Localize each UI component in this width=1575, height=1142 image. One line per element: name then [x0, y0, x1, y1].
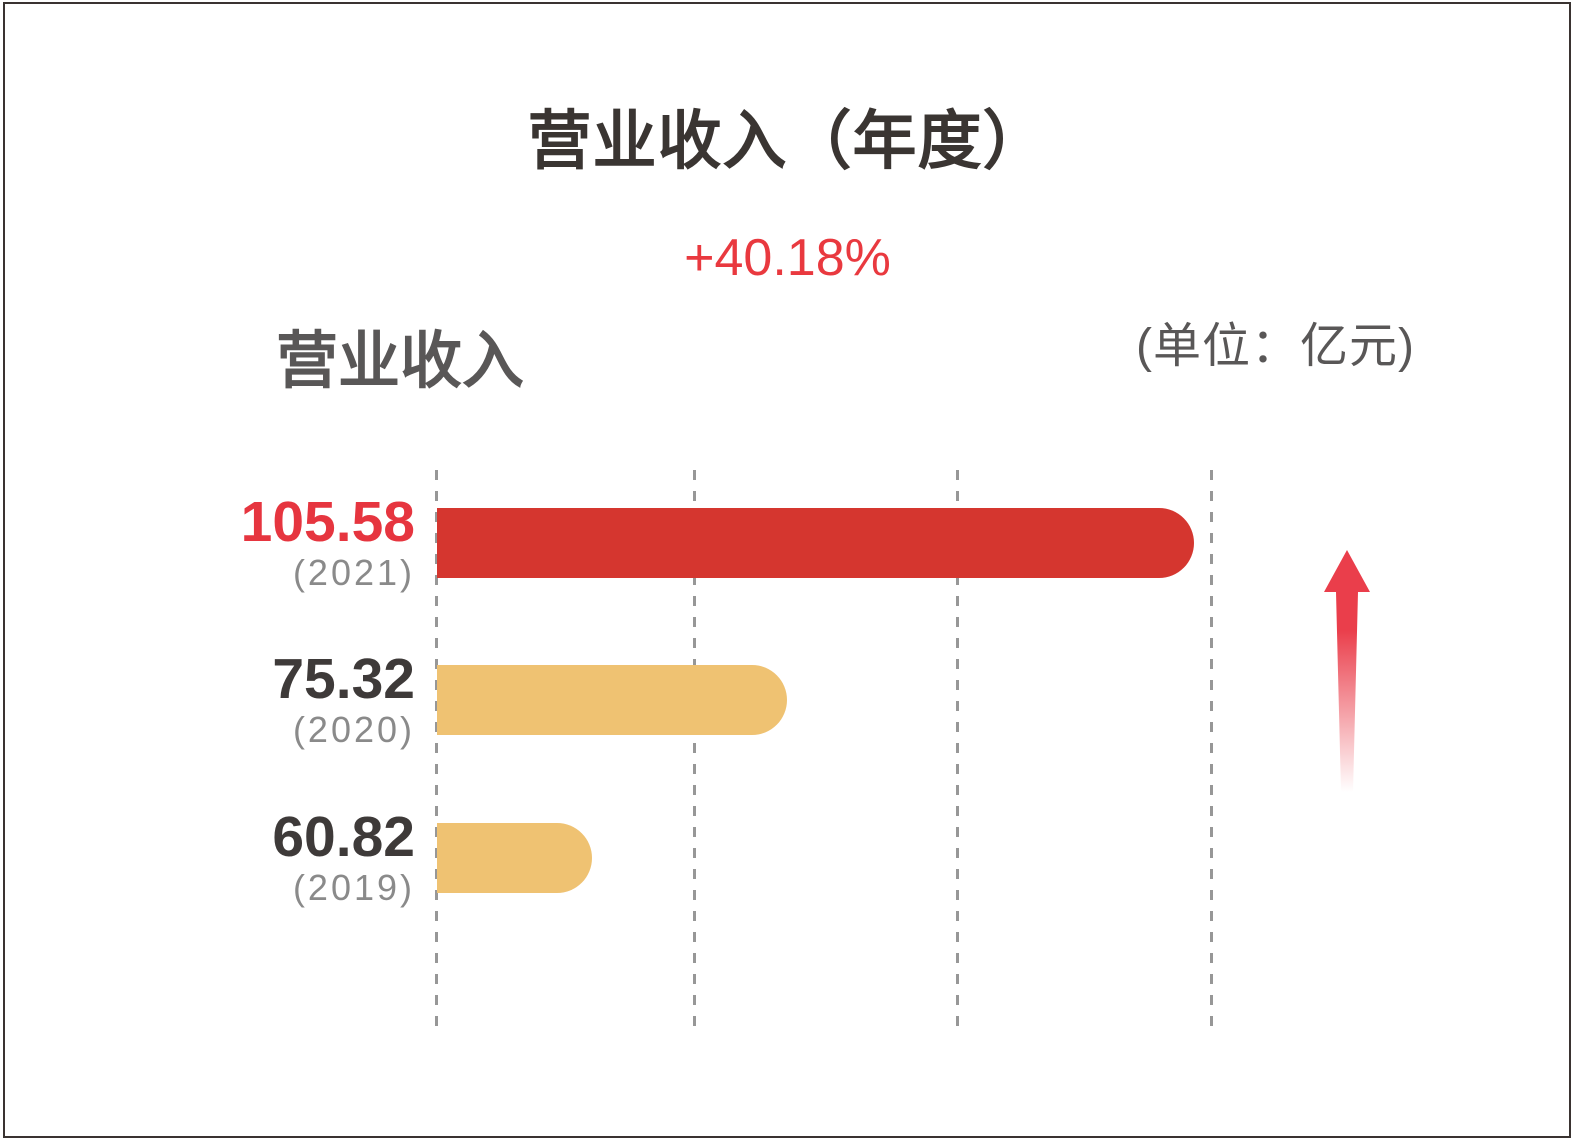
gridline [1210, 470, 1213, 1026]
chart-title: 营业收入（年度） [527, 105, 1048, 177]
year-label: (2019) [292, 867, 415, 908]
gridline [956, 470, 959, 1026]
bar-2020 [437, 665, 788, 735]
year-label: (2021) [292, 552, 415, 593]
series-label: 营业收入 [276, 327, 525, 396]
value-label: 105.58 [240, 490, 415, 554]
year-label: (2020) [292, 709, 415, 750]
up-arrow-icon [1324, 550, 1370, 792]
value-label: 60.82 [272, 805, 415, 869]
bar-2021 [437, 508, 1195, 578]
gridline [435, 470, 438, 1026]
bar-label-2019: 60.82 (2019) [110, 807, 415, 909]
unit-label: (单位：亿元) [1136, 320, 1415, 373]
growth-percentage: +40.18% [684, 229, 891, 287]
bar-label-2021: 105.58 (2021) [110, 492, 415, 594]
gridline [693, 470, 696, 1026]
value-label: 75.32 [272, 647, 415, 711]
bar-2019 [437, 823, 592, 893]
plot-area [435, 470, 1213, 1026]
bar-label-2020: 75.32 (2020) [110, 649, 415, 751]
